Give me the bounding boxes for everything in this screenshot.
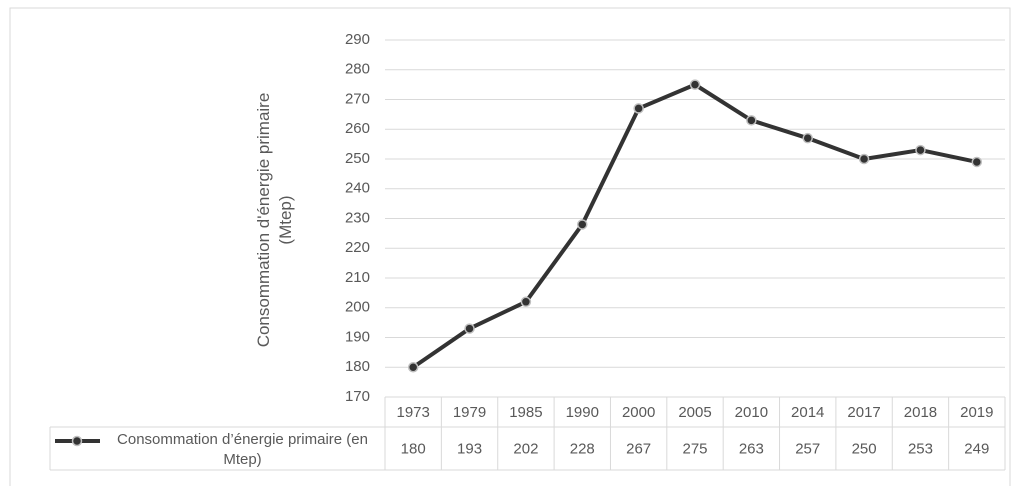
x-tick-label: 2000: [622, 404, 655, 421]
x-tick-label: 1985: [509, 404, 542, 421]
x-tick-label: 2005: [678, 404, 711, 421]
y-tick-label: 170: [345, 388, 370, 405]
point: [971, 156, 983, 168]
y-tick-label: 230: [345, 209, 370, 226]
x-tick-label: 2017: [847, 404, 880, 421]
y-tick-label: 180: [345, 358, 370, 375]
y-tick-label: 280: [345, 61, 370, 78]
y-tick-label: 190: [345, 328, 370, 345]
point: [689, 79, 701, 90]
x-tick-label: 2014: [791, 404, 824, 421]
y-tick-label: 290: [345, 31, 370, 48]
table-value: 228: [570, 440, 595, 457]
y-tick-label: 210: [345, 269, 370, 286]
table-value: 193: [457, 440, 482, 457]
table-value: 275: [682, 440, 707, 457]
x-tick-label: 1979: [453, 404, 486, 421]
y-tick-label: 270: [345, 90, 370, 107]
chart-border: [9, 7, 1011, 486]
point: [802, 132, 813, 144]
legend-label: Consommation d’énergie primaire (en Mtep…: [117, 431, 368, 468]
x-tick-label: 1990: [566, 404, 599, 421]
table-value: 253: [908, 440, 933, 457]
table-value: 257: [795, 440, 820, 457]
table-value: 202: [513, 440, 538, 457]
series-line: [412, 82, 978, 369]
point: [858, 153, 870, 165]
legend-marker: [71, 435, 83, 447]
point: [746, 115, 757, 126]
x-tick-label: 2018: [904, 404, 937, 421]
point: [464, 323, 475, 334]
y-tick-label: 200: [345, 299, 370, 316]
table-value: 267: [626, 440, 651, 457]
x-tick-label: 1973: [396, 404, 429, 421]
y-axis-title: Consommation d'énergie primaire (Mtep): [254, 92, 295, 348]
table-value: 180: [401, 440, 426, 457]
point: [520, 296, 532, 308]
table-value: 249: [964, 440, 989, 457]
table-value: 250: [852, 440, 877, 457]
point: [915, 144, 926, 156]
y-tick-label: 260: [345, 120, 370, 137]
x-tick-label: 2019: [960, 404, 993, 421]
y-tick-label: 240: [345, 180, 370, 197]
point: [407, 362, 419, 373]
x-tick-label: 2010: [735, 404, 768, 421]
y-tick-label: 220: [345, 239, 370, 256]
table-value: 263: [739, 440, 764, 457]
point: [633, 103, 644, 114]
y-tick-label: 250: [345, 150, 370, 167]
point: [577, 219, 588, 230]
